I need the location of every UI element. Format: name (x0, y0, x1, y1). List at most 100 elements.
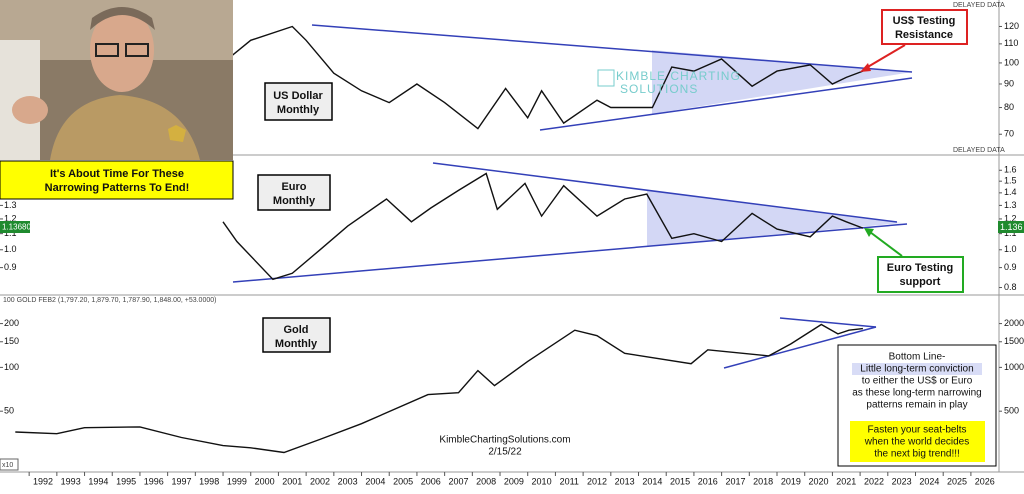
y-tick-label: 500 (1004, 406, 1019, 416)
callout-box (881, 9, 968, 45)
chart-title: Monthly (275, 338, 318, 350)
note-yellow (850, 421, 985, 462)
status: DELAYED DATA (953, 2, 1005, 9)
note-line: as these long-term narrowing (852, 388, 982, 399)
y-tick-label: 120 (1004, 21, 1019, 31)
x-tick-label: 1999 (227, 476, 247, 486)
y-tick-label: 0.8 (1004, 282, 1017, 292)
date: 2/15/22 (488, 447, 522, 458)
y-tick-label: 1500 (1004, 336, 1024, 346)
trend-line (539, 77, 913, 131)
x-tick-label: 2024 (919, 476, 939, 486)
y2-tick-label: 1.2 (4, 213, 17, 223)
note-line: Little long-term conviction (860, 364, 973, 375)
y-tick-label: 1.4 (1004, 187, 1017, 197)
status: DELAYED DATA (953, 147, 1005, 154)
chart-title: Euro (281, 181, 306, 193)
x-tick-label: 2019 (781, 476, 801, 486)
callout: support (900, 276, 941, 288)
y-tick-label: 80 (1004, 102, 1014, 112)
arrow-head (864, 228, 874, 237)
x-tick-label: 2003 (338, 476, 358, 486)
trend-line (311, 24, 913, 73)
x-tick-label: 2022 (864, 476, 884, 486)
watermark-logo (597, 69, 615, 87)
pattern-shade (647, 190, 902, 246)
x-tick-label: 1994 (88, 476, 108, 486)
y-tick-label: 1.5 (1004, 176, 1017, 186)
y2-tick-label: 100 (4, 362, 19, 372)
y-tick-label: 2000 (1004, 318, 1024, 328)
callout-box (877, 256, 964, 293)
title-box (264, 82, 333, 121)
x-tick-label: 2009 (504, 476, 524, 486)
x-tick-label: 2008 (476, 476, 496, 486)
y-tick-label: 1.6 (1004, 165, 1017, 175)
x-tick-label: 1992 (33, 476, 53, 486)
note-line: patterns remain in play (866, 400, 967, 411)
x-tick-label: 2013 (615, 476, 635, 486)
y-tick-label: 1.2 (1004, 213, 1017, 223)
status: 100 GOLD FEB2 (1,797.20, 1,879.70, 1,787… (3, 297, 216, 304)
chart-title: US Dollar (273, 90, 323, 102)
scale-note: x10 (2, 462, 13, 469)
y-tick-label: 100 (1004, 57, 1019, 67)
caption-box (0, 160, 234, 200)
x-tick-label: 1998 (199, 476, 219, 486)
x-tick-label: 2012 (587, 476, 607, 486)
chart-title: Gold (283, 324, 308, 336)
x-tick-label: 2016 (698, 476, 718, 486)
note-line: Bottom Line- (889, 352, 946, 363)
x-tick-label: 2005 (393, 476, 413, 486)
photo (0, 0, 233, 160)
trend-line (723, 326, 877, 369)
scale-note-box (0, 458, 19, 471)
y2-tick-label: 1.3 (4, 200, 17, 210)
value-box (998, 221, 1024, 233)
last-value: 1.136 (1000, 222, 1023, 232)
price-line (222, 172, 864, 281)
y-tick-label: 90 (1004, 78, 1014, 88)
trend-line (432, 162, 898, 223)
title-box (262, 317, 331, 353)
x-tick-label: 1997 (171, 476, 191, 486)
x-tick-label: 2004 (365, 476, 385, 486)
source: KimbleChartingSolutions.com (439, 435, 570, 446)
callout: Euro Testing (887, 262, 953, 274)
x-tick-label: 2007 (448, 476, 468, 486)
callout: Resistance (895, 29, 953, 41)
x-tick-label: 1995 (116, 476, 136, 486)
note-line: when the world decides (864, 437, 970, 448)
y2-tick-label: 150 (4, 336, 19, 346)
price-line (167, 25, 864, 130)
watermark: SOLUTIONS (620, 82, 698, 96)
y-tick-label: 0.9 (1004, 262, 1017, 272)
x-tick-label: 2010 (532, 476, 552, 486)
note-line: Fasten your seat-belts (868, 425, 967, 436)
y2-tick-label: 200 (4, 318, 19, 328)
y-tick-label: 70 (1004, 129, 1014, 139)
y-tick-label: 1.0 (1004, 244, 1017, 254)
price-line (15, 323, 863, 454)
x-tick-label: 2020 (809, 476, 829, 486)
chart-title: Monthly (273, 195, 316, 207)
callout: US$ Testing (893, 15, 956, 27)
y-tick-label: 1.3 (1004, 200, 1017, 210)
y2-tick-label: 0.9 (4, 262, 17, 272)
x-tick-label: 2025 (947, 476, 967, 486)
pattern-shade (652, 50, 912, 114)
x-tick-label: 2002 (310, 476, 330, 486)
x-tick-label: 1993 (61, 476, 81, 486)
x-tick-label: 2006 (421, 476, 441, 486)
plot-area: 7080901001101200.80.91.01.11.21.31.41.51… (0, 21, 1024, 486)
note-line: to either the US$ or Euro (862, 376, 973, 387)
chart-title: Monthly (277, 104, 320, 116)
x-tick-label: 2023 (892, 476, 912, 486)
title-box (257, 174, 331, 211)
x-tick-label: 2017 (725, 476, 745, 486)
y2-tick-label: 50 (4, 406, 14, 416)
callout-arrow (869, 231, 903, 257)
x-tick-label: 2001 (282, 476, 302, 486)
trend-line (779, 317, 877, 328)
